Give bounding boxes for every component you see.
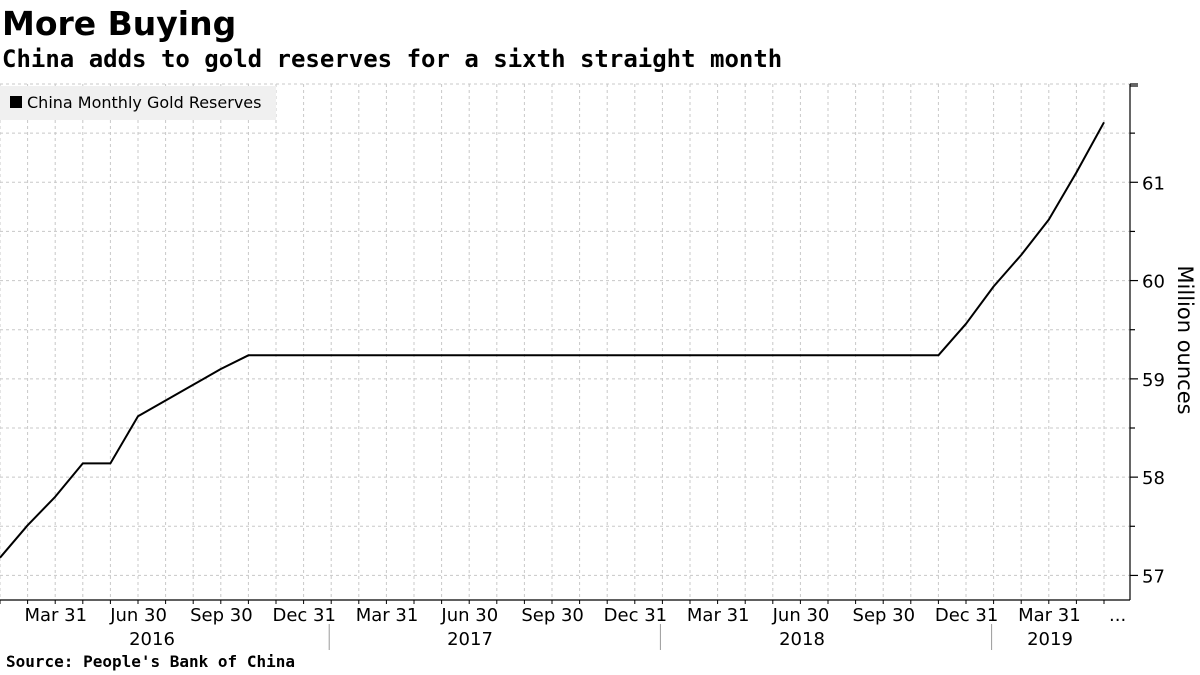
- source-note: Source: People's Bank of China: [6, 652, 295, 671]
- x-tick-label: Dec 31: [604, 605, 667, 626]
- x-tick-label: Sep 30: [190, 605, 253, 626]
- legend-label: China Monthly Gold Reserves: [27, 93, 261, 112]
- grid-lines: [0, 83, 1130, 600]
- chart-title: More Buying: [2, 4, 237, 43]
- x-tick-label: Dec 31: [272, 605, 335, 626]
- x-tick-label: Jun 30: [109, 605, 167, 626]
- x-tick-label: Mar 31: [1018, 605, 1081, 626]
- y-tick-label: 58: [1142, 468, 1165, 489]
- x-year-label: 2016: [129, 629, 175, 650]
- y-axis-label: Million ounces: [1173, 265, 1197, 414]
- x-tick-label: Jun 30: [440, 605, 498, 626]
- legend: China Monthly Gold Reserves: [0, 86, 276, 120]
- chart-subtitle: China adds to gold reserves for a sixth …: [2, 45, 783, 73]
- y-tick-label: 59: [1142, 370, 1165, 391]
- y-tick-label: 60: [1142, 272, 1165, 293]
- x-tick-label: Sep 30: [521, 605, 584, 626]
- y-tick-label: 61: [1142, 173, 1165, 194]
- x-year-label: 2018: [779, 629, 825, 650]
- x-tick-label: Mar 31: [687, 605, 750, 626]
- series-layer: [0, 121, 1105, 559]
- x-tick-label: ...: [1109, 605, 1126, 626]
- x-year-label: 2017: [447, 629, 493, 650]
- x-year-label: 2019: [1027, 629, 1073, 650]
- year-separators: [328, 624, 993, 650]
- legend-background: [0, 86, 276, 120]
- x-tick-label: Mar 31: [356, 605, 419, 626]
- x-tick-label: Dec 31: [935, 605, 998, 626]
- series-line-0: [0, 121, 1105, 559]
- x-tick-label: Jun 30: [772, 605, 830, 626]
- x-tick-label: Mar 31: [25, 605, 88, 626]
- legend-swatch: [10, 96, 22, 108]
- axes: 57 58 59 60 61 Mar 31 Jun 30 Sep 30 Dec 31 Mar 31…: [0, 83, 1165, 650]
- y-tick-label: 57: [1142, 566, 1165, 587]
- x-tick-label: Sep 30: [853, 605, 916, 626]
